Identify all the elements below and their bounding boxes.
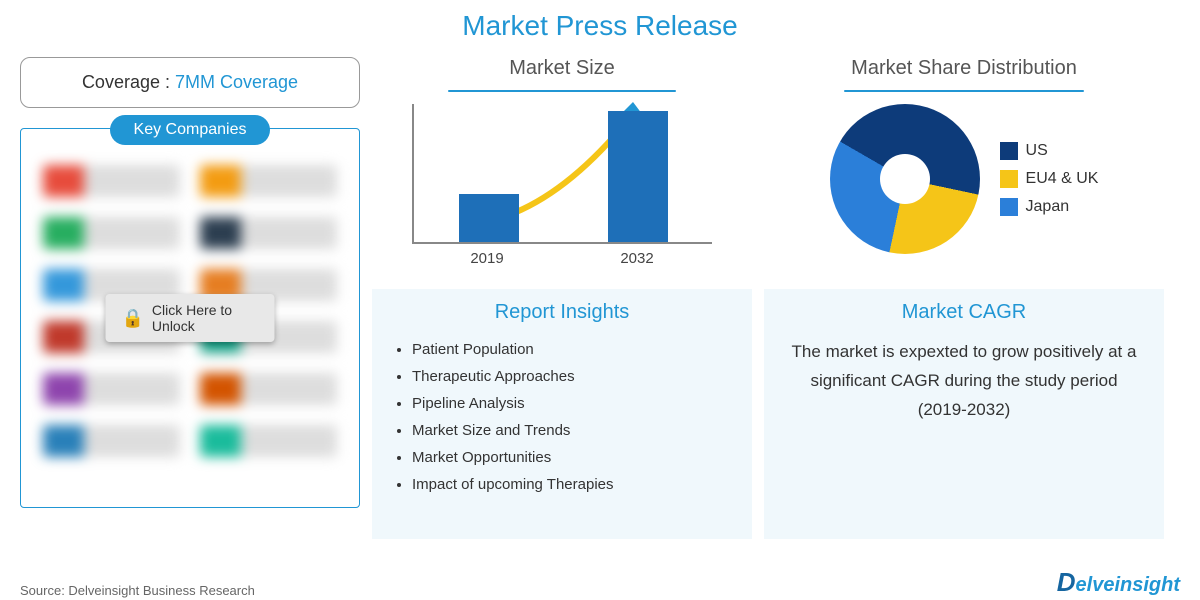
market-share-panel: Market Share Distribution US EU4 & UK Japa… bbox=[764, 57, 1164, 277]
key-companies-box: Key Companies 🔒 Click Here to Unlock bbox=[20, 128, 360, 508]
legend-swatch bbox=[1000, 198, 1018, 216]
title-underline bbox=[844, 90, 1084, 92]
pie-hole bbox=[880, 154, 930, 204]
title-underline bbox=[448, 90, 676, 92]
insights-panel: Report Insights Patient PopulationTherap… bbox=[372, 289, 752, 539]
market-size-panel: Market Size 2019 2032 bbox=[372, 57, 752, 277]
insight-item: Market Size and Trends bbox=[412, 417, 734, 444]
cagr-text: The market is expexted to grow positivel… bbox=[784, 338, 1144, 425]
brand-name: elveinsight bbox=[1076, 574, 1180, 596]
cagr-title: Market CAGR bbox=[784, 301, 1144, 324]
company-logo bbox=[43, 373, 180, 405]
pie-wrap: US EU4 & UK Japan bbox=[764, 104, 1164, 254]
insight-item: Pipeline Analysis bbox=[412, 390, 734, 417]
brand-logo: Delveinsight bbox=[1057, 567, 1180, 598]
legend-swatch bbox=[1000, 170, 1018, 188]
legend-item: EU4 & UK bbox=[1000, 170, 1099, 188]
right-column: Coverage : 7MM Coverage Key Companies 🔒 … bbox=[20, 57, 360, 539]
company-logo bbox=[43, 165, 180, 197]
pie-chart bbox=[830, 104, 980, 254]
unlock-label: Click Here to Unlock bbox=[152, 302, 259, 334]
legend-label: EU4 & UK bbox=[1026, 170, 1099, 188]
coverage-value: 7MM Coverage bbox=[175, 72, 298, 92]
insight-item: Therapeutic Approaches bbox=[412, 363, 734, 390]
unlock-button[interactable]: 🔒 Click Here to Unlock bbox=[106, 294, 275, 342]
market-size-title: Market Size bbox=[372, 57, 752, 80]
main-title: Market Press Release bbox=[20, 10, 1180, 42]
insight-item: Impact of upcoming Therapies bbox=[412, 471, 734, 498]
bar bbox=[459, 194, 519, 242]
brand-d: D bbox=[1057, 567, 1076, 597]
legend-swatch bbox=[1000, 142, 1018, 160]
bar bbox=[608, 111, 668, 242]
bar-label: 2032 bbox=[607, 250, 667, 267]
market-share-title: Market Share Distribution bbox=[764, 57, 1164, 80]
legend-label: Japan bbox=[1026, 198, 1070, 216]
infographic-container: Market Press Release Market Size 2019 203… bbox=[0, 0, 1200, 600]
cagr-panel: Market CAGR The market is expexted to gr… bbox=[764, 289, 1164, 539]
insights-title: Report Insights bbox=[390, 301, 734, 324]
company-logo bbox=[43, 217, 180, 249]
company-logo bbox=[200, 217, 337, 249]
insights-list: Patient PopulationTherapeutic Approaches… bbox=[390, 336, 734, 498]
company-logo bbox=[43, 425, 180, 457]
layout-grid: Market Size 2019 2032 Market Share Distri… bbox=[20, 57, 1180, 539]
insight-item: Market Opportunities bbox=[412, 444, 734, 471]
company-logo bbox=[200, 425, 337, 457]
key-companies-title: Key Companies bbox=[110, 115, 271, 145]
company-logo bbox=[200, 373, 337, 405]
coverage-box: Coverage : 7MM Coverage bbox=[20, 57, 360, 108]
legend-item: US bbox=[1000, 142, 1099, 160]
bar-label: 2019 bbox=[457, 250, 517, 267]
legend-label: US bbox=[1026, 142, 1048, 160]
source-text: Source: Delveinsight Business Research bbox=[20, 583, 255, 598]
lock-icon: 🔒 bbox=[122, 308, 144, 329]
pie-legend: US EU4 & UK Japan bbox=[1000, 142, 1099, 216]
company-logo bbox=[200, 165, 337, 197]
coverage-label: Coverage : bbox=[82, 72, 175, 92]
bar-chart bbox=[412, 104, 712, 244]
insight-item: Patient Population bbox=[412, 336, 734, 363]
legend-item: Japan bbox=[1000, 198, 1099, 216]
